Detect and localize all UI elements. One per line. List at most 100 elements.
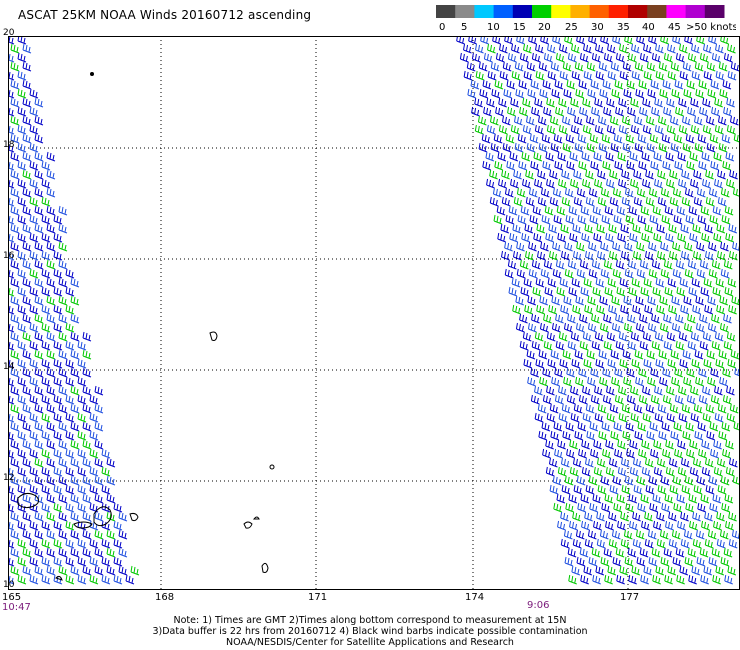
wind-barb bbox=[704, 304, 713, 315]
wind-barb bbox=[539, 88, 549, 99]
wind-barb bbox=[601, 502, 610, 513]
wind-barb bbox=[705, 169, 714, 180]
wind-barb bbox=[585, 250, 594, 261]
wind-barb bbox=[34, 529, 44, 540]
wind-barb bbox=[527, 322, 537, 333]
wind-barb bbox=[679, 43, 688, 54]
wind-barb bbox=[677, 466, 687, 477]
wind-barb bbox=[567, 313, 576, 324]
wind-barb bbox=[474, 97, 483, 108]
wind-barb bbox=[22, 439, 32, 450]
wind-barb bbox=[542, 160, 551, 171]
wind-barb bbox=[722, 160, 731, 171]
wind-barb bbox=[618, 124, 628, 135]
wind-barb bbox=[58, 529, 68, 540]
wind-barb bbox=[542, 448, 551, 459]
wind-barb bbox=[605, 520, 614, 531]
wind-barb bbox=[70, 511, 80, 522]
wind-barb bbox=[574, 349, 584, 360]
wind-barb bbox=[713, 151, 723, 162]
wind-barb bbox=[676, 574, 685, 585]
wind-barb bbox=[46, 313, 56, 324]
wind-barb bbox=[678, 97, 687, 108]
wind-barb bbox=[615, 313, 624, 324]
wind-barb bbox=[618, 178, 627, 189]
wind-barb bbox=[697, 214, 707, 225]
wind-barb bbox=[666, 412, 676, 423]
wind-barb bbox=[718, 430, 728, 441]
wind-barb bbox=[704, 538, 714, 549]
island-outlines bbox=[17, 72, 275, 581]
wind-barb bbox=[77, 412, 87, 423]
wind-barb bbox=[660, 268, 670, 279]
island-outline bbox=[129, 512, 139, 522]
wind-barb bbox=[571, 565, 581, 576]
wind-barb bbox=[599, 295, 609, 306]
lon-label-171: 171 bbox=[308, 592, 328, 603]
wind-barb bbox=[118, 547, 128, 558]
wind-barb bbox=[660, 475, 670, 486]
wind-barb bbox=[583, 277, 593, 288]
wind-barb bbox=[77, 448, 87, 459]
wind-barb bbox=[41, 268, 51, 279]
wind-barb bbox=[717, 484, 727, 495]
wind-barb bbox=[585, 196, 595, 207]
wind-barb bbox=[678, 124, 688, 135]
wind-barb bbox=[706, 349, 716, 360]
wind-barb bbox=[94, 439, 104, 450]
wind-barb bbox=[589, 502, 598, 513]
wind-barb bbox=[605, 232, 614, 243]
wind-barb bbox=[607, 43, 616, 54]
wind-barb bbox=[650, 79, 660, 90]
wind-barb bbox=[637, 502, 646, 513]
wind-barb bbox=[490, 142, 500, 153]
wind-barb bbox=[546, 385, 555, 396]
wind-barb bbox=[686, 394, 696, 405]
wind-barb bbox=[659, 376, 668, 387]
wind-barb bbox=[561, 403, 571, 414]
wind-barb bbox=[53, 286, 63, 297]
wind-barb bbox=[489, 169, 498, 180]
wind-barb bbox=[8, 395, 15, 405]
wind-barb bbox=[662, 394, 672, 405]
wind-barb bbox=[671, 88, 681, 99]
wind-barb bbox=[554, 448, 563, 459]
wind-barb bbox=[654, 331, 664, 342]
wind-barb bbox=[58, 277, 68, 288]
wind-barb bbox=[10, 43, 20, 54]
wind-barb bbox=[668, 511, 677, 522]
legend-swatch bbox=[608, 5, 629, 18]
wind-barb bbox=[573, 250, 582, 261]
wind-barb bbox=[511, 43, 520, 54]
wind-barb bbox=[633, 484, 643, 495]
wind-barb bbox=[712, 574, 721, 585]
wind-barb bbox=[8, 449, 15, 459]
wind-barb bbox=[568, 574, 577, 585]
wind-barb bbox=[70, 367, 80, 378]
wind-barb bbox=[596, 304, 605, 315]
wind-barb bbox=[566, 79, 576, 90]
wind-barb bbox=[509, 232, 518, 243]
wind-barb bbox=[541, 133, 551, 144]
wind-barb bbox=[717, 250, 726, 261]
wind-barb bbox=[675, 313, 684, 324]
wind-barb bbox=[602, 160, 611, 171]
wind-barb bbox=[58, 439, 68, 450]
wind-barb bbox=[727, 358, 737, 369]
wind-barb bbox=[648, 36, 657, 45]
wind-barb bbox=[510, 124, 520, 135]
wind-barb bbox=[681, 115, 691, 126]
wind-barb bbox=[17, 322, 27, 333]
wind-barb bbox=[620, 457, 630, 468]
wind-barb bbox=[10, 565, 20, 576]
wind-barb bbox=[522, 178, 531, 189]
legend-swatch bbox=[704, 5, 725, 18]
wind-barb bbox=[41, 160, 51, 171]
wind-barb bbox=[17, 250, 27, 261]
wind-barb bbox=[34, 223, 44, 234]
wind-barb bbox=[569, 151, 579, 162]
wind-barb bbox=[101, 520, 111, 531]
wind-barb bbox=[623, 376, 632, 387]
wind-barb bbox=[534, 178, 543, 189]
wind-barb bbox=[34, 457, 44, 468]
